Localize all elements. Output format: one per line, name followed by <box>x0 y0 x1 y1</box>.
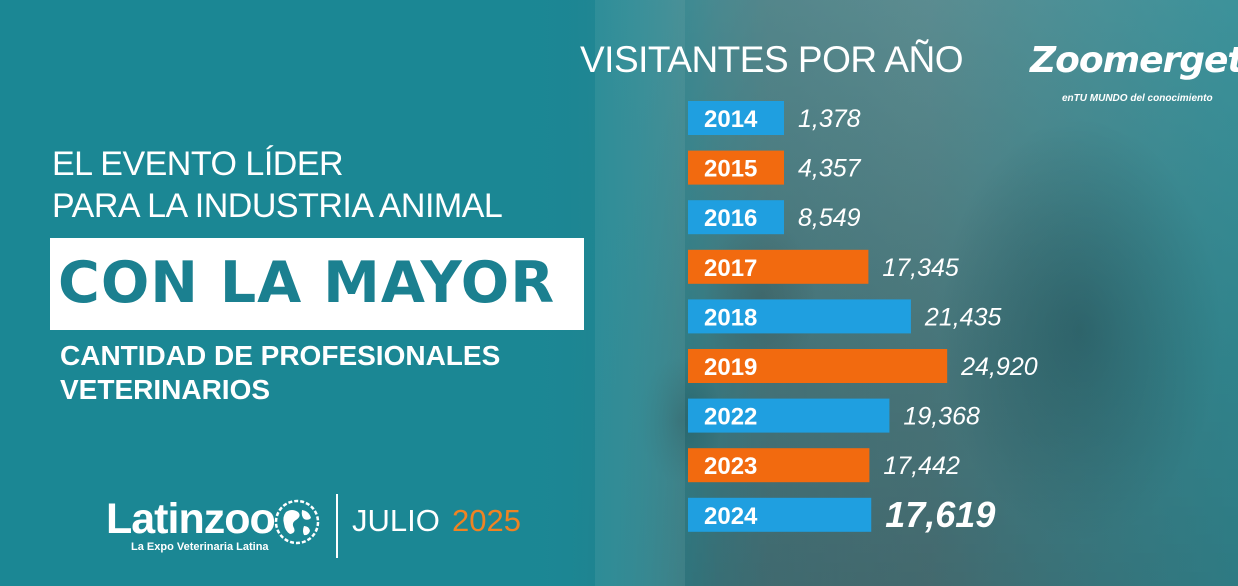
value-label-2016: 8,549 <box>798 204 861 232</box>
category-label-2016: 2016 <box>704 205 757 232</box>
zoomergete-logo-text: Zoomergete <box>1030 40 1238 81</box>
value-label-2023: 17,442 <box>883 452 960 480</box>
category-label-2024: 2024 <box>704 503 758 530</box>
zoomergete-tagline: enTU MUNDO del conocimiento <box>1062 93 1213 104</box>
brand-divider <box>336 494 338 558</box>
category-label-2014: 2014 <box>704 106 758 133</box>
highlight-text: CON LA MAYOR <box>58 250 556 316</box>
category-label-2019: 2019 <box>704 354 757 381</box>
headline-line-2: PARA LA INDUSTRIA ANIMAL <box>52 187 503 225</box>
bar-2017 <box>688 249 869 284</box>
category-label-2023: 2023 <box>704 453 757 480</box>
bar-2018 <box>688 299 911 334</box>
highlight-box <box>50 238 584 330</box>
event-month: JULIO <box>352 503 440 538</box>
bar-2023 <box>688 448 870 483</box>
latinzoo-tagline: La Expo Veterinaria Latina <box>131 541 269 553</box>
category-label-2018: 2018 <box>704 304 757 331</box>
category-label-2015: 2015 <box>704 156 757 183</box>
latinzoo-logo-text: Latinzoo <box>106 495 276 543</box>
headline-line-1: EL EVENTO LÍDER <box>52 145 344 183</box>
subline-line-1: CANTIDAD DE PROFESIONALES <box>60 340 501 371</box>
value-label-2015: 4,357 <box>798 155 862 183</box>
subline-line-2: VETERINARIOS <box>60 374 271 405</box>
chart-title: VISITANTES POR AÑO <box>580 39 964 80</box>
bar-2014 <box>688 101 784 135</box>
bar-2015 <box>688 150 784 185</box>
value-label-2017: 17,345 <box>882 254 959 282</box>
bar-2022 <box>688 398 890 433</box>
value-label-2018: 21,435 <box>924 303 1002 331</box>
value-label-2014: 1,378 <box>798 105 861 133</box>
value-label-2019: 24,920 <box>960 353 1038 381</box>
bar-2019 <box>688 349 948 383</box>
category-label-2022: 2022 <box>704 404 757 431</box>
event-year: 2025 <box>452 503 521 538</box>
category-label-2017: 2017 <box>704 255 757 282</box>
value-label-2024: 17,619 <box>885 494 995 535</box>
value-label-2022: 19,368 <box>903 403 980 431</box>
bar-2024 <box>688 497 872 532</box>
globe-icon <box>274 499 320 545</box>
bar-2016 <box>688 200 784 235</box>
